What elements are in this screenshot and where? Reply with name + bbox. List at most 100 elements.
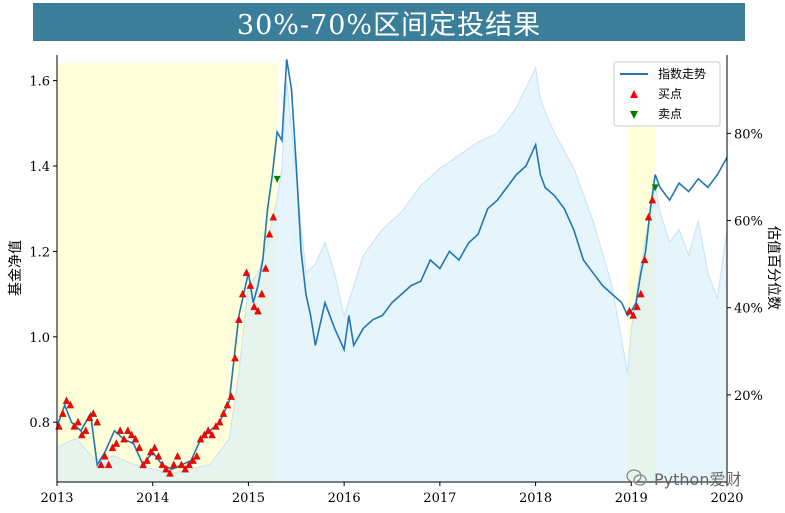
buy-point (70, 422, 79, 430)
y-right-tick-label: 60% (734, 215, 763, 230)
x-tick-label: 2015 (232, 491, 265, 506)
buy-point (640, 255, 649, 264)
buy-point (246, 281, 255, 289)
buy-point (169, 460, 178, 469)
y-left-tick-label: 0.8 (29, 416, 50, 431)
buy-point (116, 426, 124, 434)
legend-label-buy: 买点 (658, 87, 682, 101)
buy-point (89, 409, 98, 417)
buy-point (120, 434, 128, 443)
y-left-tick-label: 1.6 (29, 75, 50, 90)
y-right-tick-label: 20% (734, 389, 763, 404)
buy-point (235, 315, 243, 323)
x-tick-label: 2018 (519, 491, 552, 506)
watermark-text: Python爱财 (654, 470, 742, 489)
sell-points-layer (273, 175, 659, 192)
buy-point (62, 396, 71, 405)
buy-point (150, 443, 159, 452)
buy-point (135, 443, 144, 452)
buy-point (261, 264, 270, 272)
buy-point (644, 212, 653, 221)
buy-point (265, 229, 274, 238)
chart-title: 30%-70%区间定投结果 (33, 3, 745, 41)
sell-point (273, 175, 281, 183)
axes-layer: 2013 2014 2015 2016 2017 2018 2019 2020 0.8 1.0 1.… (29, 55, 763, 506)
wechat-icon (626, 469, 647, 486)
y-right-tick-label: 80% (734, 127, 763, 142)
percentile-area (56, 66, 728, 483)
buy-point (238, 289, 247, 298)
y-left-tick-label: 1.0 (29, 331, 50, 346)
buy-point (189, 456, 197, 464)
buy-point (93, 417, 102, 426)
x-tick-label: 2014 (136, 491, 169, 506)
buy-point (58, 409, 67, 417)
buy-point (227, 392, 236, 400)
buy-point (108, 443, 117, 452)
buy-point (173, 451, 182, 460)
buy-point (166, 469, 174, 477)
buy-point (143, 456, 151, 464)
buy-point (97, 460, 105, 469)
buy-point (250, 302, 258, 311)
buy-point (192, 451, 201, 460)
x-tick-label: 2017 (423, 491, 456, 506)
buy-point (204, 426, 213, 434)
buy-point (208, 430, 216, 439)
x-tick-label: 2019 (615, 491, 648, 506)
sell-point (651, 184, 659, 192)
buy-point (633, 302, 641, 311)
buy-point (81, 426, 90, 434)
buy-point (223, 400, 232, 409)
buy-point (200, 430, 209, 439)
y-right-tick-label: 40% (734, 302, 763, 317)
buy-point (154, 451, 163, 460)
buy-point (629, 311, 638, 319)
buy-point (625, 306, 634, 315)
buy-point (124, 426, 132, 434)
buy-point (177, 460, 186, 469)
buy-point (139, 460, 147, 469)
legend-sell-swatch (630, 111, 638, 119)
legend-buy-swatch (630, 90, 638, 98)
buy-point (215, 417, 224, 426)
x-tick-label: 2013 (40, 491, 73, 506)
buy-point (196, 434, 205, 443)
y-axis-label-left: 基金净值 (7, 240, 24, 296)
y-left-tick-label: 1.4 (29, 160, 50, 175)
buy-point (66, 400, 75, 409)
buy-point (104, 460, 113, 469)
buy-point (258, 289, 266, 298)
x-tick-label: 2016 (328, 491, 361, 506)
buy-point (648, 195, 657, 204)
legend-label-index: 指数走势 (658, 66, 706, 81)
buy-point (219, 409, 228, 417)
buy-point (78, 430, 86, 439)
y-left-tick-label: 1.2 (29, 245, 50, 260)
buy-point (242, 268, 251, 276)
buy-point (269, 212, 278, 221)
buy-points-layer (55, 195, 657, 477)
buy-point (254, 306, 262, 315)
buy-point (212, 422, 220, 430)
x-tick-label: 2020 (710, 491, 743, 506)
percentile-area-layer (56, 66, 728, 483)
buy-point (131, 434, 140, 443)
watermark: Python爱财 (626, 466, 741, 490)
legend: 指数走势 买点 卖点 (613, 61, 721, 127)
buy-point (101, 451, 109, 460)
buy-point (112, 439, 121, 447)
buy-point (85, 413, 94, 422)
buy-point (231, 353, 239, 362)
buy-point (158, 460, 167, 469)
buy-point (146, 447, 155, 456)
y-axis-label-right: 估值百分位数 (765, 226, 781, 310)
buy-point (127, 430, 136, 439)
buy-point (181, 464, 190, 473)
legend-label-sell: 卖点 (658, 107, 682, 121)
buy-point (74, 417, 82, 426)
buy-point (162, 464, 170, 473)
buy-point (185, 460, 193, 469)
buy-point (637, 289, 645, 298)
